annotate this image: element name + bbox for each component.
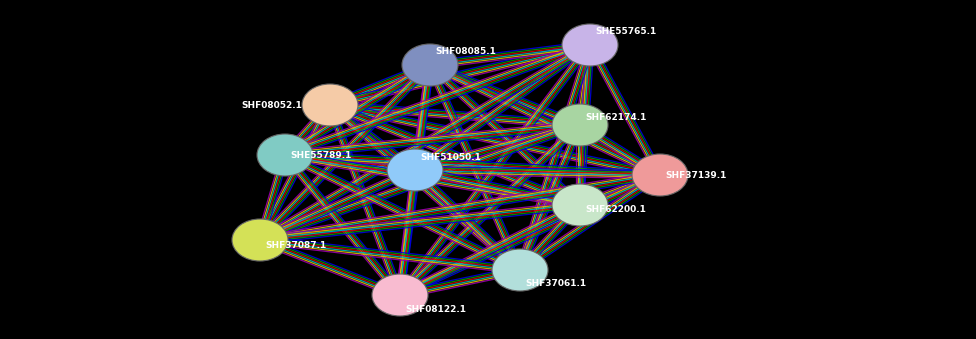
Ellipse shape (302, 84, 358, 126)
Text: SHF51050.1: SHF51050.1 (420, 153, 481, 161)
Ellipse shape (402, 44, 458, 86)
Ellipse shape (552, 104, 608, 146)
Ellipse shape (257, 134, 313, 176)
Text: SHF37061.1: SHF37061.1 (525, 279, 587, 287)
Ellipse shape (372, 274, 428, 316)
Ellipse shape (232, 219, 288, 261)
Text: SHF62174.1: SHF62174.1 (585, 113, 646, 121)
Text: SHF08122.1: SHF08122.1 (405, 304, 466, 314)
Ellipse shape (632, 154, 688, 196)
Text: SHF08052.1: SHF08052.1 (241, 100, 302, 109)
Text: SHF08085.1: SHF08085.1 (435, 46, 496, 56)
Text: SHE55789.1: SHE55789.1 (290, 151, 351, 160)
Text: SHF62200.1: SHF62200.1 (585, 205, 646, 215)
Ellipse shape (492, 249, 548, 291)
Text: SHE55765.1: SHE55765.1 (595, 26, 656, 36)
Ellipse shape (562, 24, 618, 66)
Text: SHF37087.1: SHF37087.1 (265, 240, 326, 250)
Ellipse shape (552, 184, 608, 226)
Ellipse shape (387, 149, 443, 191)
Text: SHF37139.1: SHF37139.1 (665, 171, 726, 179)
